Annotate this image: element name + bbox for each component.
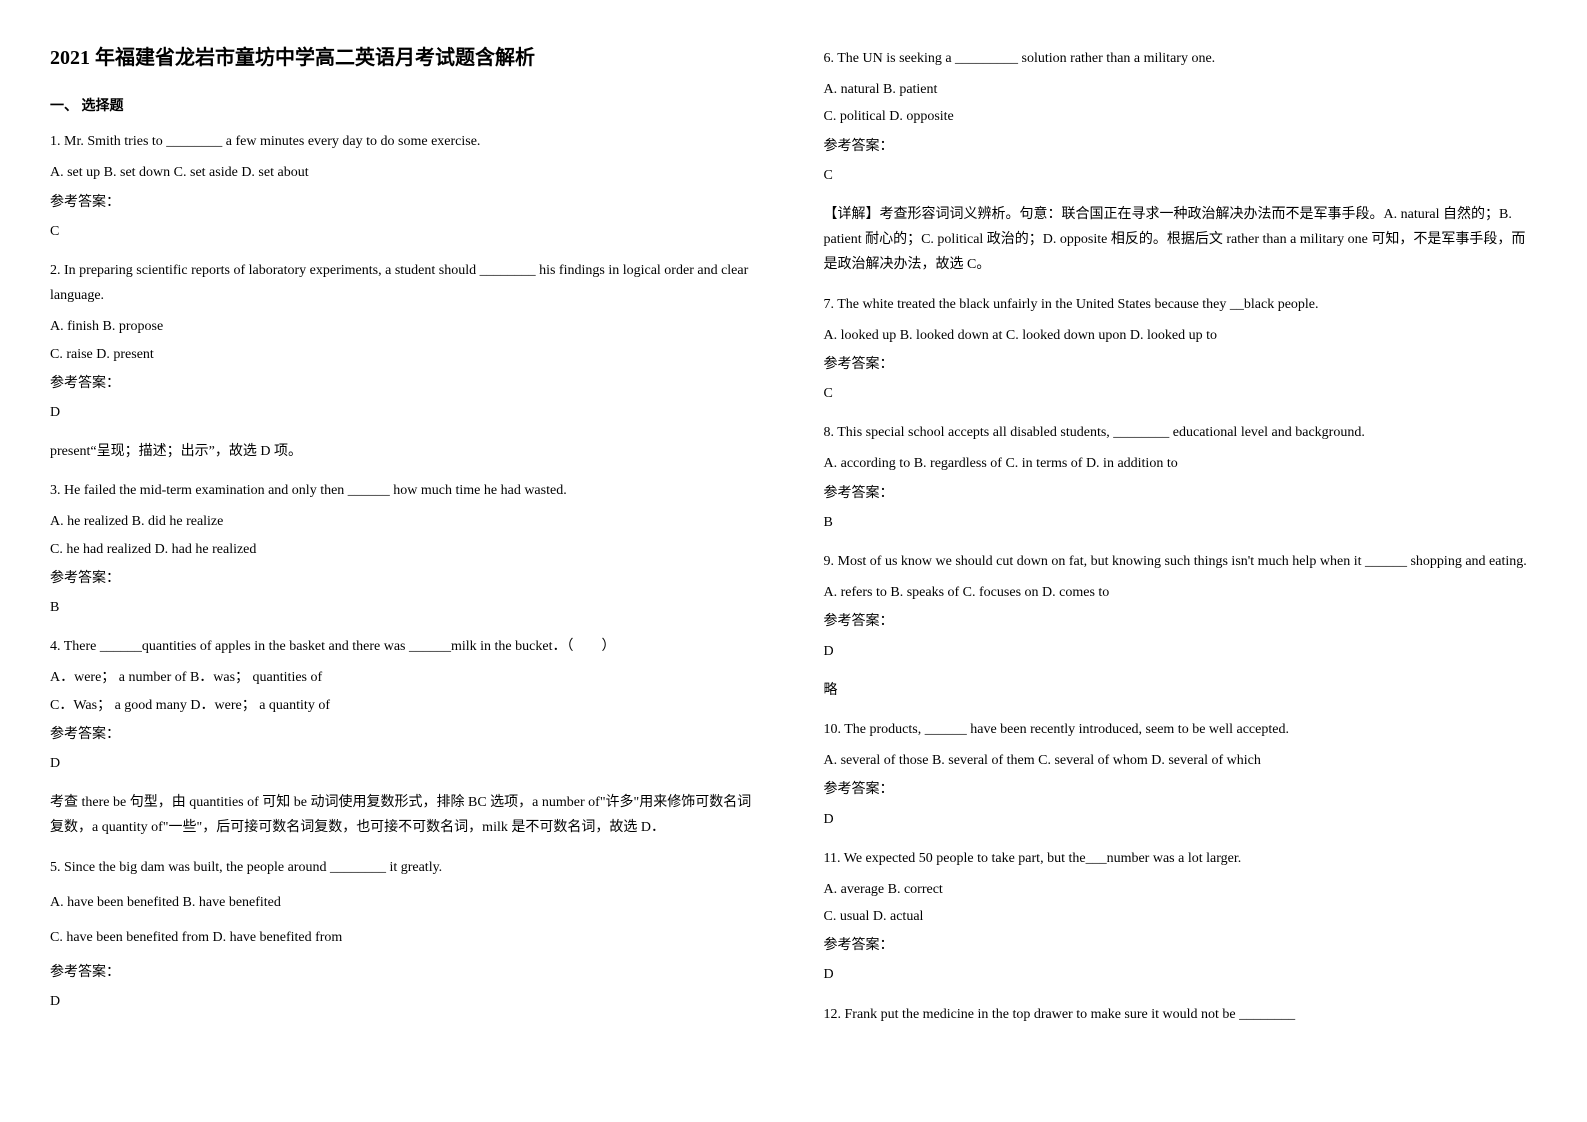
question-5-options-b: C. have been benefited from D. have bene…: [50, 925, 764, 950]
question-7: 7. The white treated the black unfairly …: [824, 292, 1538, 317]
question-3: 3. He failed the mid-term examination an…: [50, 478, 764, 503]
question-11: 11. We expected 50 people to take part, …: [824, 846, 1538, 871]
answer-label: 参考答案：: [824, 352, 1538, 377]
answer-3: B: [50, 595, 764, 620]
answer-8: B: [824, 510, 1538, 535]
answer-6: C: [824, 163, 1538, 188]
answer-label: 参考答案：: [50, 566, 764, 591]
question-7-options: A. looked up B. looked down at C. looked…: [824, 323, 1538, 348]
answer-9-explain: 略: [824, 678, 1538, 703]
answer-label: 参考答案：: [824, 609, 1538, 634]
answer-6-explain: 【详解】考查形容词词义辨析。句意：联合国正在寻求一种政治解决办法而不是军事手段。…: [824, 202, 1538, 278]
question-1: 1. Mr. Smith tries to ________ a few min…: [50, 129, 764, 154]
question-11-options-a: A. average B. correct: [824, 877, 1538, 902]
answer-label: 参考答案：: [50, 371, 764, 396]
question-3-options-a: A. he realized B. did he realize: [50, 509, 764, 534]
question-2-options-b: C. raise D. present: [50, 342, 764, 367]
question-11-options-b: C. usual D. actual: [824, 904, 1538, 929]
question-9-options: A. refers to B. speaks of C. focuses on …: [824, 580, 1538, 605]
question-4-options-b: C．Was； a good many D．were； a quantity of: [50, 693, 764, 718]
question-10-options: A. several of those B. several of them C…: [824, 748, 1538, 773]
question-6-options-a: A. natural B. patient: [824, 77, 1538, 102]
answer-10: D: [824, 807, 1538, 832]
answer-9: D: [824, 639, 1538, 664]
question-3-options-b: C. he had realized D. had he realized: [50, 537, 764, 562]
question-2-options-a: A. finish B. propose: [50, 314, 764, 339]
question-4-options-a: A．were； a number of B．was； quantities of: [50, 665, 764, 690]
question-6: 6. The UN is seeking a _________ solutio…: [824, 46, 1538, 71]
right-column: 6. The UN is seeking a _________ solutio…: [824, 40, 1538, 1033]
answer-label: 参考答案：: [50, 722, 764, 747]
question-1-options: A. set up B. set down C. set aside D. se…: [50, 160, 764, 185]
answer-label: 参考答案：: [824, 933, 1538, 958]
answer-7: C: [824, 381, 1538, 406]
question-9: 9. Most of us know we should cut down on…: [824, 549, 1538, 574]
question-5-options-a: A. have been benefited B. have benefited: [50, 890, 764, 915]
answer-label: 参考答案：: [824, 777, 1538, 802]
answer-label: 参考答案：: [824, 481, 1538, 506]
question-2: 2. In preparing scientific reports of la…: [50, 258, 764, 308]
answer-11: D: [824, 962, 1538, 987]
section-heading: 一、 选择题: [50, 94, 764, 119]
answer-label: 参考答案：: [50, 960, 764, 985]
question-8: 8. This special school accepts all disab…: [824, 420, 1538, 445]
answer-label: 参考答案：: [50, 190, 764, 215]
answer-4: D: [50, 751, 764, 776]
answer-1: C: [50, 219, 764, 244]
page-container: 2021 年福建省龙岩市童坊中学高二英语月考试题含解析 一、 选择题 1. Mr…: [50, 40, 1537, 1033]
answer-5: D: [50, 989, 764, 1014]
question-4: 4. There ______quantities of apples in t…: [50, 634, 764, 659]
question-5: 5. Since the big dam was built, the peop…: [50, 855, 764, 880]
question-6-options-b: C. political D. opposite: [824, 104, 1538, 129]
answer-4-explain: 考查 there be 句型，由 quantities of 可知 be 动词使…: [50, 790, 764, 840]
question-8-options: A. according to B. regardless of C. in t…: [824, 451, 1538, 476]
answer-2: D: [50, 400, 764, 425]
question-12: 12. Frank put the medicine in the top dr…: [824, 1002, 1538, 1027]
answer-label: 参考答案：: [824, 134, 1538, 159]
answer-2-explain: present“呈现；描述；出示”，故选 D 项。: [50, 439, 764, 464]
question-10: 10. The products, ______ have been recen…: [824, 717, 1538, 742]
left-column: 2021 年福建省龙岩市童坊中学高二英语月考试题含解析 一、 选择题 1. Mr…: [50, 40, 764, 1033]
document-title: 2021 年福建省龙岩市童坊中学高二英语月考试题含解析: [50, 40, 764, 76]
